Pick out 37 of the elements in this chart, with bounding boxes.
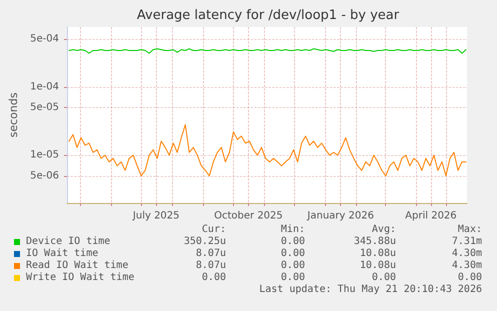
text: Avg:: [372, 224, 396, 236]
x-tick-label: October 2025: [214, 210, 283, 222]
x-tick-label: January 2026: [306, 210, 374, 222]
y-tick-label: 5e-06: [30, 170, 59, 182]
chart-title: Average latency for /dev/loop1 - by year: [136, 8, 400, 23]
text: 10.08u: [360, 248, 396, 260]
text: Max:: [458, 224, 482, 236]
legend-label: IO Wait time: [26, 248, 98, 260]
legend-label: Device IO time: [26, 236, 110, 248]
text: 0.00: [280, 236, 305, 248]
x-tick-label: July 2025: [132, 210, 180, 222]
text: 8.07u: [196, 248, 226, 260]
text: 345.88u: [354, 236, 396, 248]
text: 0.00: [280, 248, 305, 260]
line-series: [68, 124, 466, 176]
text: 0.00: [372, 272, 396, 284]
text: 0.00: [202, 272, 226, 284]
y-tick-label: 5e-04: [30, 34, 59, 45]
y-axis-title: seconds: [7, 92, 20, 138]
text: Min:: [280, 224, 305, 236]
text: 0.00: [280, 260, 305, 272]
text: 8.07u: [196, 260, 226, 272]
text: 350.25u: [184, 236, 226, 248]
text: Last update: Thu May 21 20:10:43 2026: [259, 284, 482, 296]
text: 7.31m: [452, 236, 482, 248]
text: Cur:: [202, 224, 226, 236]
y-tick-label: 5e-05: [30, 102, 59, 113]
y-tick-label: 1e-04: [30, 81, 59, 92]
y-tick-label: 1e-05: [30, 150, 59, 161]
legend-label: Read IO Wait time: [26, 260, 128, 272]
text: 0.00: [280, 272, 305, 284]
legend-label: Write IO Wait time: [26, 272, 134, 284]
x-tick-label: April 2026: [405, 210, 457, 222]
text: 4.30m: [452, 248, 482, 260]
text: 10.08u: [360, 260, 396, 272]
text: 4.30m: [452, 260, 482, 272]
text: 0.00: [458, 272, 482, 284]
